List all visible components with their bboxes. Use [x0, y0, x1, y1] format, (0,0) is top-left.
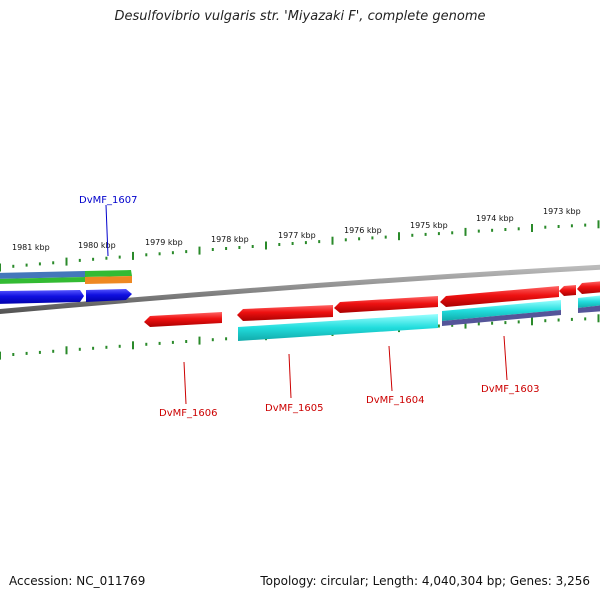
ruler-label-1979: 1979 kbp [145, 238, 183, 247]
gene-dvmf-1605-arrow[interactable] [237, 305, 333, 321]
gene-label-dvmf-1604[interactable]: DvMF_1604 [366, 395, 424, 406]
ruler-label-1975: 1975 kbp [410, 221, 448, 230]
ruler-label-1974: 1974 kbp [476, 214, 514, 223]
cds-dvmf-1603-strip[interactable] [442, 310, 561, 326]
gene-edge-arrow[interactable] [577, 281, 600, 294]
gene-dvmf-1603-arrow[interactable] [440, 286, 559, 307]
map-title: Desulfovibrio vulgaris str. 'Miyazaki F'… [114, 9, 486, 24]
accession-label: Accession: NC_011769 [9, 574, 146, 588]
cds-dvmf-1603[interactable] [442, 300, 561, 321]
genome-summary-label: Topology: circular; Length: 4,040,304 bp… [260, 574, 590, 588]
genome-backbone [0, 264, 600, 315]
gene-strip-blue [0, 271, 85, 279]
gene-dvmf-1606-arrow[interactable] [144, 312, 222, 327]
ruler-label-1973: 1973 kbp [543, 207, 581, 216]
cds-features [238, 295, 600, 341]
label-line-dvmf-1604 [388, 345, 393, 392]
ruler-label-1981: 1981 kbp [12, 243, 50, 252]
ruler-label-1980: 1980 kbp [78, 241, 116, 250]
ruler-label-1978: 1978 kbp [211, 235, 249, 244]
forward-gene-arrow-dvmf-1607[interactable] [86, 289, 132, 302]
gene-strip-green-left [0, 277, 85, 284]
gene-label-dvmf-1605[interactable]: DvMF_1605 [265, 403, 323, 414]
label-line-dvmf-1603 [503, 335, 508, 381]
upper-tick-track [0, 220, 600, 272]
cds-dvmf-1605-1604[interactable] [238, 314, 438, 341]
gene-strip-orange [85, 276, 132, 284]
reverse-strand-genes [144, 281, 600, 327]
forward-gene-arrow[interactable] [0, 290, 84, 304]
ruler-label-1976: 1976 kbp [344, 226, 382, 235]
gene-label-dvmf-1607[interactable]: DvMF_1607 [79, 195, 137, 206]
label-line-dvmf-1606 [183, 361, 187, 405]
gene-dvmf-1604-arrow[interactable] [334, 296, 438, 313]
gene-strip-green [85, 270, 132, 277]
gene-small-arrow[interactable] [559, 285, 576, 296]
cds-edge-strip[interactable] [578, 305, 600, 313]
cds-edge[interactable] [578, 295, 600, 308]
label-line-dvmf-1607 [105, 204, 109, 257]
ruler-label-1977: 1977 kbp [278, 231, 316, 240]
gene-dvmf-1607-feature[interactable] [0, 270, 132, 304]
gene-label-dvmf-1603[interactable]: DvMF_1603 [481, 384, 539, 395]
gene-label-dvmf-1606[interactable]: DvMF_1606 [159, 408, 217, 419]
label-line-dvmf-1605 [288, 353, 292, 399]
